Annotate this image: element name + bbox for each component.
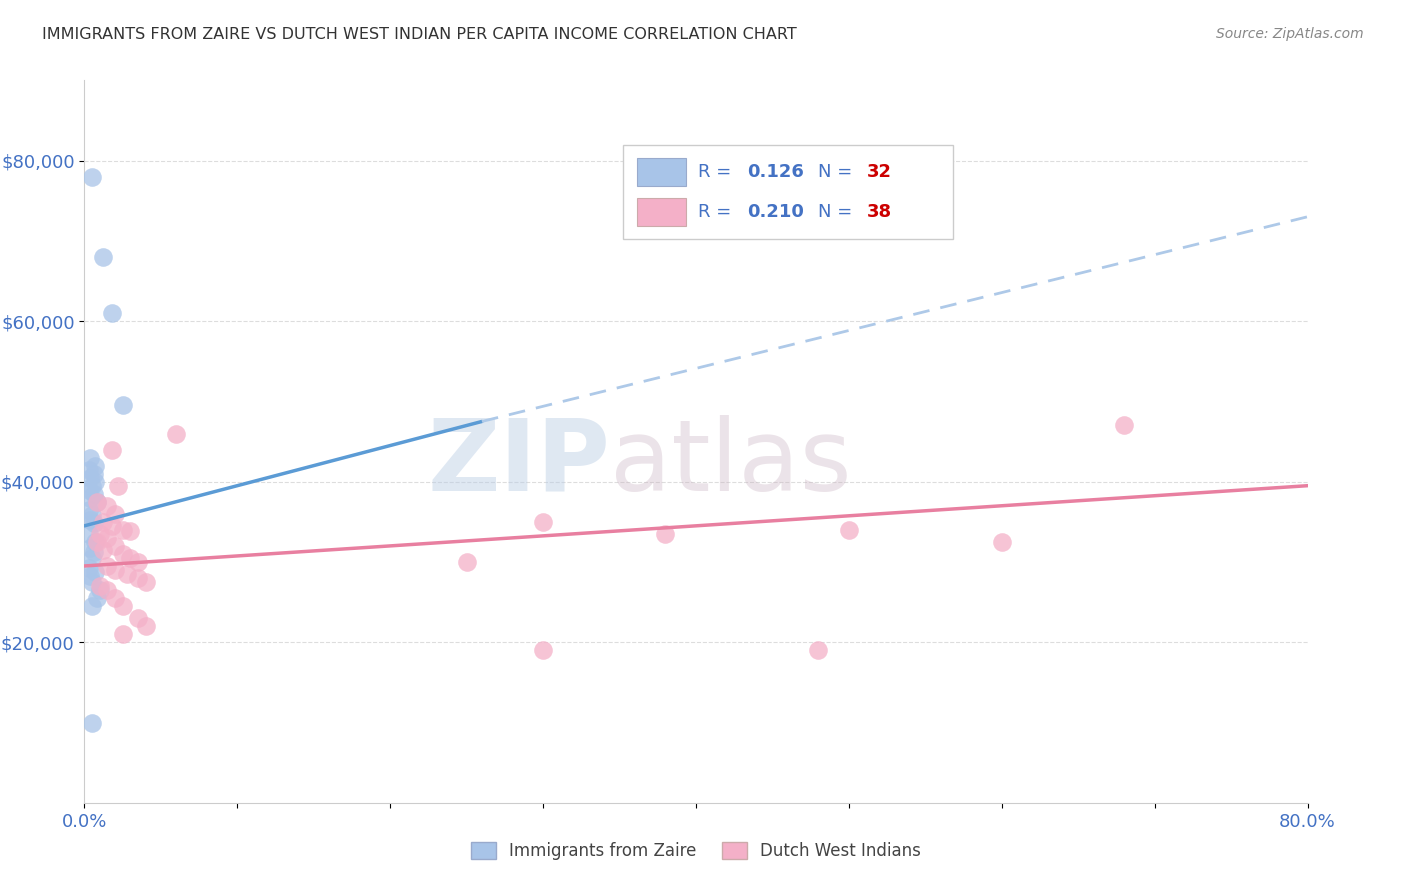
Point (107, 478, 129, 492)
Text: Source: ZipAtlas.com: Source: ZipAtlas.com (1216, 27, 1364, 41)
Point (101, 518, 124, 533)
Point (79, 541, 101, 555)
Point (127, 555, 149, 569)
Point (531, 643, 554, 657)
Point (89, 583, 111, 598)
Point (79, 569, 101, 583)
Point (96, 558, 118, 574)
Point (89, 526, 111, 541)
Point (86, 591, 108, 605)
FancyBboxPatch shape (623, 145, 953, 239)
Text: 38: 38 (868, 202, 893, 221)
Text: R =: R = (699, 163, 737, 181)
Text: atlas: atlas (610, 415, 852, 512)
Point (86, 494, 108, 508)
Point (96, 499, 118, 513)
Point (84, 458, 107, 473)
Point (120, 550, 142, 566)
Point (991, 534, 1014, 549)
Text: ZIP: ZIP (427, 415, 610, 512)
Point (77, 502, 100, 516)
Point (80, 478, 103, 492)
Point (96, 531, 118, 545)
Point (531, 515, 554, 529)
Point (84, 565, 107, 579)
Point (111, 398, 134, 412)
Point (91, 542, 114, 557)
Point (135, 619, 157, 633)
Point (80, 599, 103, 614)
Point (104, 563, 127, 577)
Point (104, 507, 127, 521)
Point (654, 526, 676, 541)
Point (79, 491, 101, 505)
Point (115, 567, 138, 582)
Point (77, 462, 100, 476)
Point (83, 467, 105, 481)
Point (838, 523, 860, 537)
Point (127, 571, 149, 585)
Point (80, 508, 103, 523)
Legend: Immigrants from Zaire, Dutch West Indians: Immigrants from Zaire, Dutch West Indian… (464, 835, 928, 867)
Point (127, 611, 149, 625)
Point (111, 523, 134, 537)
Point (101, 306, 124, 320)
Text: 0.126: 0.126 (748, 163, 804, 181)
Point (77, 526, 100, 541)
Point (135, 574, 157, 589)
Point (79, 470, 101, 484)
Text: R =: R = (699, 202, 737, 221)
Point (77, 483, 100, 497)
Point (111, 599, 134, 614)
Text: N =: N = (818, 202, 858, 221)
Text: N =: N = (818, 163, 858, 181)
Point (79, 450, 101, 465)
Point (84, 475, 107, 489)
Point (165, 426, 187, 441)
Text: 0.210: 0.210 (748, 202, 804, 221)
Point (77, 561, 100, 575)
Point (80, 550, 103, 566)
Point (91, 250, 114, 264)
Point (84, 534, 107, 549)
Point (91, 515, 114, 529)
Text: IMMIGRANTS FROM ZAIRE VS DUTCH WEST INDIAN PER CAPITA INCOME CORRELATION CHART: IMMIGRANTS FROM ZAIRE VS DUTCH WEST INDI… (42, 27, 797, 42)
Point (80, 715, 103, 730)
Point (120, 524, 142, 539)
Point (456, 555, 478, 569)
Point (83, 486, 105, 500)
Point (104, 591, 127, 605)
Point (86, 494, 108, 508)
Point (96, 583, 118, 598)
Point (79, 513, 101, 527)
Point (89, 579, 111, 593)
Point (86, 534, 108, 549)
Point (1114, 418, 1136, 433)
Point (111, 627, 134, 641)
Point (80, 169, 103, 184)
Point (83, 516, 105, 531)
Point (807, 643, 830, 657)
Point (83, 545, 105, 559)
FancyBboxPatch shape (637, 198, 686, 226)
Point (104, 539, 127, 553)
Text: 32: 32 (868, 163, 893, 181)
Point (80, 574, 103, 589)
Point (111, 547, 134, 561)
FancyBboxPatch shape (637, 158, 686, 186)
Point (101, 442, 124, 457)
